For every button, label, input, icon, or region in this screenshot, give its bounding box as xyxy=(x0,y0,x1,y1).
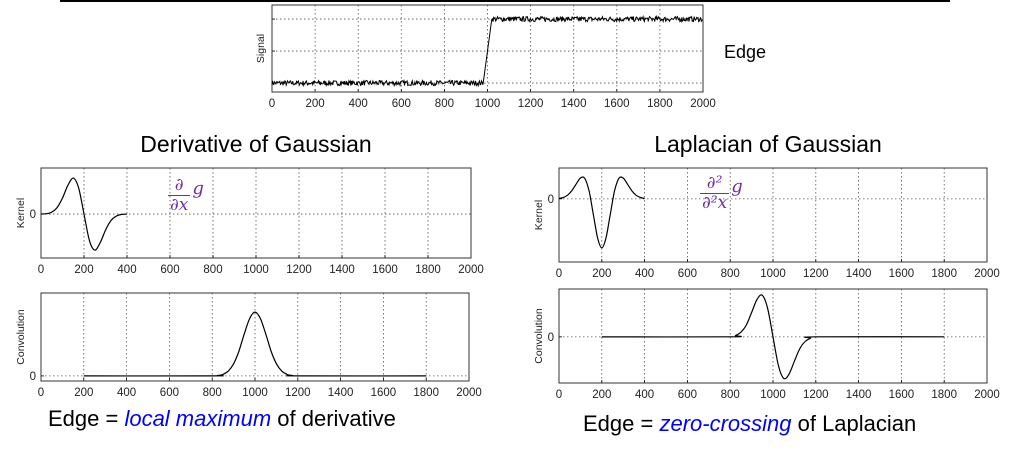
formula-denominator: ∂²x xyxy=(700,193,730,213)
x-tick-label: 1000 xyxy=(242,387,268,399)
laplacian-caption: Edge = zero-crossing of Laplacian xyxy=(583,411,916,437)
y-axis-label: Signal xyxy=(255,34,267,63)
x-tick-label: 0 xyxy=(269,98,275,110)
x-tick-label: 1400 xyxy=(561,98,587,110)
plot-frame xyxy=(558,288,988,384)
laplacian-title: Laplacian of Gaussian xyxy=(654,131,882,157)
x-tick-label: 200 xyxy=(74,264,93,276)
x-tick-label: 800 xyxy=(435,98,454,110)
x-tick-label: 1000 xyxy=(475,98,501,110)
caption-prefix: Edge = xyxy=(583,411,660,436)
x-tick-label: 1000 xyxy=(760,268,786,280)
y-tick-label: 0 xyxy=(30,371,36,383)
derivative-title: Derivative of Gaussian xyxy=(140,131,372,157)
x-tick-label: 1600 xyxy=(371,387,397,399)
x-tick-label: 0 xyxy=(556,389,562,401)
x-tick-label: 1800 xyxy=(931,268,957,280)
x-tick-label: 1800 xyxy=(413,387,439,399)
x-tick-label: 1000 xyxy=(243,264,269,276)
x-tick-label: 1600 xyxy=(372,264,398,276)
x-tick-label: 1600 xyxy=(889,389,915,401)
x-tick-label: 1800 xyxy=(415,264,441,276)
y-axis-label: Kernel xyxy=(533,200,545,230)
formula-numerator: ∂ xyxy=(174,175,184,195)
x-tick-label: 2000 xyxy=(974,268,1000,280)
x-tick-label: 1400 xyxy=(846,268,872,280)
x-tick-label: 400 xyxy=(635,268,654,280)
y-axis-label: Convolution xyxy=(533,308,545,364)
x-tick-label: 600 xyxy=(678,389,697,401)
x-tick-label: 800 xyxy=(721,389,740,401)
x-tick-label: 400 xyxy=(635,389,654,401)
derivative-caption: Edge = local maximum of derivative xyxy=(48,406,396,432)
plot-frame xyxy=(40,167,472,259)
caption-highlight: zero-crossing xyxy=(659,411,792,436)
formula-function: g xyxy=(192,178,204,199)
x-tick-label: 200 xyxy=(74,387,93,399)
plot-frame xyxy=(40,292,470,382)
x-tick-label: 400 xyxy=(349,98,368,110)
x-tick-label: 600 xyxy=(678,268,697,280)
x-tick-label: 1200 xyxy=(285,387,311,399)
y-axis-label: Kernel xyxy=(15,198,27,228)
x-tick-label: 600 xyxy=(160,387,179,399)
top-divider xyxy=(60,0,950,2)
x-tick-label: 200 xyxy=(592,389,611,401)
log-convolution-series-line xyxy=(601,294,945,380)
x-tick-label: 1400 xyxy=(846,389,872,401)
x-tick-label: 1200 xyxy=(803,268,829,280)
signal-series-line xyxy=(271,14,703,88)
edge-label: Edge xyxy=(724,42,767,62)
x-tick-label: 1600 xyxy=(889,268,915,280)
x-tick-label: 2000 xyxy=(974,389,1000,401)
x-tick-label: 1600 xyxy=(604,98,630,110)
x-tick-label: 1200 xyxy=(803,389,829,401)
x-tick-label: 400 xyxy=(117,264,136,276)
x-tick-label: 1800 xyxy=(647,98,673,110)
caption-highlight: local maximum xyxy=(124,406,272,431)
x-tick-label: 1400 xyxy=(329,264,355,276)
x-tick-label: 1200 xyxy=(286,264,312,276)
x-tick-label: 200 xyxy=(592,268,611,280)
plot-frame xyxy=(558,167,988,263)
caption-suffix: of Laplacian xyxy=(791,411,917,436)
x-tick-label: 1200 xyxy=(518,98,544,110)
x-tick-label: 800 xyxy=(203,264,222,276)
y-tick-label: 0 xyxy=(30,209,36,221)
formula-denominator: ∂x xyxy=(168,195,191,215)
x-tick-label: 800 xyxy=(203,387,222,399)
formula-function: g xyxy=(731,176,743,197)
derivative-formula: ∂ ∂x g xyxy=(168,176,204,215)
laplacian-formula: ∂² ∂²x g xyxy=(700,174,743,213)
x-tick-label: 400 xyxy=(117,387,136,399)
x-tick-label: 0 xyxy=(38,264,44,276)
dog-convolution-series-line xyxy=(83,311,427,377)
x-tick-label: 1800 xyxy=(931,389,957,401)
formula-fraction: ∂ ∂x xyxy=(168,175,191,215)
plot-frame xyxy=(271,4,704,93)
x-tick-label: 0 xyxy=(556,268,562,280)
caption-suffix: of derivative xyxy=(271,406,396,431)
x-tick-label: 2000 xyxy=(690,98,716,110)
y-axis-label: Convolution xyxy=(15,309,27,365)
caption-prefix: Edge = xyxy=(48,406,125,431)
formula-numerator: ∂² xyxy=(706,173,723,193)
log-kernel-series-line xyxy=(558,176,645,249)
x-tick-label: 0 xyxy=(38,387,44,399)
y-tick-label: 0 xyxy=(548,332,554,344)
x-tick-label: 800 xyxy=(721,268,740,280)
x-tick-label: 1400 xyxy=(328,387,354,399)
x-tick-label: 2000 xyxy=(456,387,482,399)
x-tick-label: 2000 xyxy=(458,264,484,276)
x-tick-label: 600 xyxy=(160,264,179,276)
x-tick-label: 200 xyxy=(306,98,325,110)
dog-kernel-series-line xyxy=(40,177,128,251)
x-tick-label: 600 xyxy=(392,98,411,110)
formula-fraction: ∂² ∂²x xyxy=(700,173,730,213)
x-tick-label: 1000 xyxy=(760,389,786,401)
y-tick-label: 0 xyxy=(548,194,554,206)
